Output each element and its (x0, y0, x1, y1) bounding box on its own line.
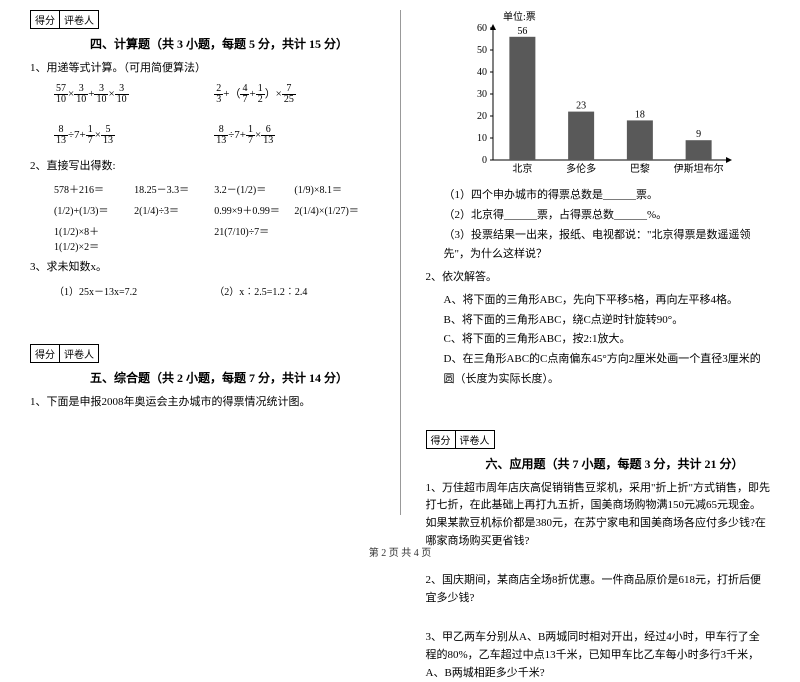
r-q1-sub1: （1）四个申办城市的得票总数是______票。 (426, 186, 771, 206)
expr-1a: 5710×310+310×310 (54, 84, 214, 105)
score-box: 得分 评卷人 (30, 10, 375, 29)
svg-text:18: 18 (635, 109, 645, 120)
column-divider (400, 10, 401, 515)
page-container: 得分 评卷人 四、计算题（共 3 小题，每题 5 分，共计 15 分） 1、用递… (0, 0, 800, 540)
svg-text:巴黎: 巴黎 (630, 162, 650, 175)
s6-q3: 3、甲乙两车分别从A、B两城同时相对开出，经过4小时，甲车行了全程的80%，乙车… (426, 629, 771, 682)
score-box-5: 得分 评卷人 (30, 344, 375, 363)
r-q1-sub3: （3）投票结果一出来，报纸、电视都说："北京得票是数遥遥领先"，为什么这样说？ (426, 226, 771, 266)
svg-text:23: 23 (576, 101, 586, 112)
s4-q3: 3、求未知数x。 (30, 259, 375, 277)
s4-q2-row2: (1/2)+(1/3)＝ 2(1/4)÷3＝ 0.99×9＋0.99＝ 2(1/… (30, 202, 375, 217)
s4-q1-row2: 813÷7+17×513 813÷7+17×613 (30, 125, 375, 146)
score-label: 得分 (30, 344, 60, 363)
s6-q2: 2、国庆期间，某商店全场8折优惠。一件商品原价是618元，打折后便宜多少钱? (426, 572, 771, 607)
svg-text:40: 40 (477, 67, 487, 78)
r-q2-b: B、将下面的三角形ABC，绕C点逆时针旋转90°。 (426, 311, 771, 331)
bar-chart: 单位:票 0 10 20 30 40 50 60 56 北京 23 多伦多 18 巴黎 9 伊斯坦布尔 (458, 10, 738, 180)
score-box-6: 得分 评卷人 (426, 430, 771, 449)
section6-title: 六、应用题（共 7 小题，每题 3 分，共计 21 分） (426, 451, 771, 476)
r-q2-d: D、在三角形ABC的C点南偏东45°方向2厘米处画一个直径3厘米的圆（长度为实际… (426, 350, 771, 390)
expr-1d: 813÷7+17×613 (214, 125, 374, 146)
section4-title: 四、计算题（共 3 小题，每题 5 分，共计 15 分） (30, 31, 375, 56)
reviewer-label: 评卷人 (60, 344, 99, 363)
score-label: 得分 (30, 10, 60, 29)
s4-q1: 1、用递等式计算。（可用简便算法） (30, 60, 375, 78)
page-footer: 第 2 页 共 4 页 (0, 544, 800, 559)
r-q2-a: A、将下面的三角形ABC，先向下平移5格，再向左平移4格。 (426, 291, 771, 311)
s4-q2-row3: 1(1/2)×8＋1(1/2)×2＝ 21(7/10)÷7＝ (30, 223, 375, 253)
right-column: 单位:票 0 10 20 30 40 50 60 56 北京 23 多伦多 18 巴黎 9 伊斯坦布尔 （1）… (426, 10, 771, 515)
svg-text:50: 50 (477, 45, 487, 56)
svg-text:单位:票: 单位:票 (503, 10, 536, 23)
chart-svg: 单位:票 0 10 20 30 40 50 60 56 北京 23 多伦多 18 巴黎 9 伊斯坦布尔 (458, 10, 738, 180)
r-q1-sub2: （2）北京得______票，占得票总数______%。 (426, 206, 771, 226)
section5-title: 五、综合题（共 2 小题，每题 7 分，共计 14 分） (30, 365, 375, 390)
s4-q1-row1: 5710×310+310×310 23+（47+12）×725 (30, 84, 375, 105)
svg-text:56: 56 (517, 26, 527, 37)
svg-text:多伦多: 多伦多 (566, 162, 596, 175)
reviewer-label: 评卷人 (456, 430, 495, 449)
svg-text:20: 20 (477, 111, 487, 122)
s5-q1: 1、下面是申报2008年奥运会主办城市的得票情况统计图。 (30, 394, 375, 412)
expr-1b: 23+（47+12）×725 (214, 84, 374, 105)
reviewer-label: 评卷人 (60, 10, 99, 29)
svg-text:9: 9 (696, 129, 701, 140)
s4-q2: 2、直接写出得数: (30, 158, 375, 176)
s4-q2-row1: 578＋216＝ 18.25－3.3＝ 3.2－(1/2)＝ (1/9)×8.1… (30, 181, 375, 196)
score-label: 得分 (426, 430, 456, 449)
expr-1c: 813÷7+17×513 (54, 125, 214, 146)
svg-text:北京: 北京 (512, 162, 532, 175)
s6-q1: 1、万佳超市周年店庆高促销销售豆浆机，采用"折上折"方式销售，即先打七折，在此基… (426, 480, 771, 550)
svg-text:30: 30 (477, 89, 487, 100)
left-column: 得分 评卷人 四、计算题（共 3 小题，每题 5 分，共计 15 分） 1、用递… (30, 10, 375, 515)
svg-text:0: 0 (482, 155, 487, 166)
svg-text:60: 60 (477, 23, 487, 34)
svg-text:伊斯坦布尔: 伊斯坦布尔 (673, 162, 723, 175)
svg-text:10: 10 (477, 133, 487, 144)
r-q2-c: C、将下面的三角形ABC，按2:1放大。 (426, 330, 771, 350)
r-q2: 2、依次解答。 (426, 269, 771, 287)
s4-q3-row: （1）25x－13x=7.2 （2）x︰2.5=1.2︰2.4 (30, 283, 375, 298)
